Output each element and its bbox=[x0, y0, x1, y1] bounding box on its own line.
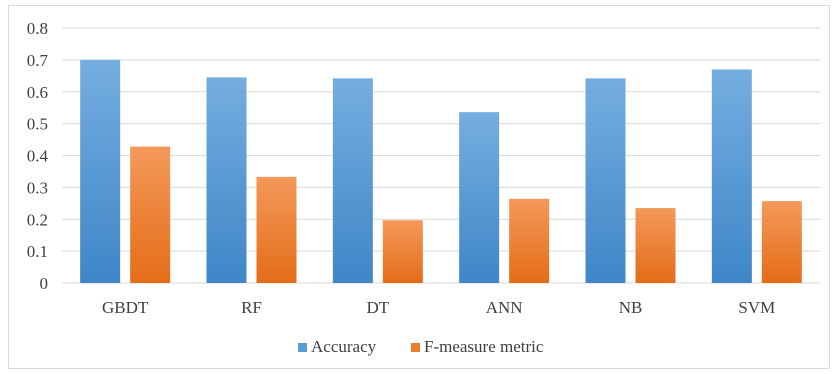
y-tick-label: 0.7 bbox=[27, 51, 49, 70]
x-category-label: ANN bbox=[486, 298, 523, 317]
bars bbox=[80, 59, 802, 284]
bar-accuracy-nb bbox=[585, 78, 626, 283]
y-tick-label: 0.8 bbox=[27, 19, 48, 38]
legend-label: F-measure metric bbox=[424, 337, 544, 356]
legend-label: Accuracy bbox=[311, 337, 377, 356]
x-category-label: GBDT bbox=[102, 298, 149, 317]
legend-swatch bbox=[298, 343, 307, 352]
y-tick-label: 0.3 bbox=[27, 178, 48, 197]
bar-accuracy-gbdt bbox=[80, 59, 121, 283]
x-category-label: DT bbox=[366, 298, 389, 317]
x-category-label: RF bbox=[241, 298, 262, 317]
y-tick-label: 0.2 bbox=[27, 210, 48, 229]
legend-swatch bbox=[411, 343, 420, 352]
bar-f-measure-metric-nb bbox=[635, 208, 676, 283]
y-axis-ticks: 0 0.1 0.2 0.3 0.4 0.5 0.6 0.7 0.8 bbox=[27, 19, 49, 293]
x-category-label: SVM bbox=[738, 298, 775, 317]
bar-f-measure-metric-dt bbox=[382, 220, 423, 283]
bar-f-measure-metric-ann bbox=[509, 198, 550, 283]
bar-f-measure-metric-svm bbox=[761, 201, 802, 283]
y-tick-label: 0 bbox=[40, 274, 49, 293]
gridlines bbox=[62, 27, 820, 284]
bar-accuracy-rf bbox=[206, 77, 247, 283]
y-tick-label: 0.5 bbox=[27, 115, 48, 134]
y-tick-label: 0.4 bbox=[27, 147, 49, 166]
bar-accuracy-dt bbox=[332, 78, 373, 283]
bar-f-measure-metric-gbdt bbox=[130, 146, 171, 283]
bar-f-measure-metric-rf bbox=[256, 176, 297, 283]
legend: Accuracy F-measure metric bbox=[298, 337, 544, 356]
x-category-label: NB bbox=[619, 298, 643, 317]
y-tick-label: 0.6 bbox=[27, 83, 48, 102]
bar-accuracy-ann bbox=[459, 112, 500, 284]
bar-accuracy-svm bbox=[711, 69, 752, 283]
y-tick-label: 0.1 bbox=[27, 242, 48, 261]
x-axis-categories: GBDT RF DT ANN NB SVM bbox=[102, 298, 775, 317]
